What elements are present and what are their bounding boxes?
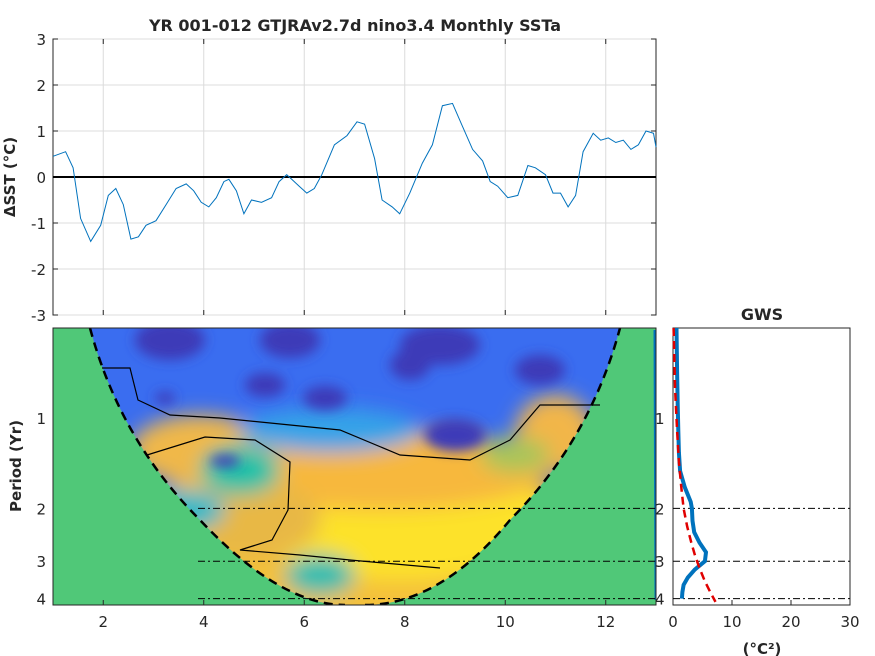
y-tick-label: -1 xyxy=(31,215,46,233)
gws-x-axis-label: (°C²) xyxy=(743,640,782,656)
sst-x-tick-marks xyxy=(102,39,607,315)
x-tick-label: 2 xyxy=(98,613,108,631)
y-tick-label: 2 xyxy=(36,500,46,518)
sst-series-line xyxy=(52,102,657,243)
gws-y-tick-labels: 1 2 3 4 xyxy=(655,410,665,608)
gws-title: GWS xyxy=(741,305,783,324)
wavelet-axes-box xyxy=(52,327,657,606)
gws-x-tick-labels: 0 10 20 30 xyxy=(668,600,860,631)
y-tick-label: 0 xyxy=(36,169,46,187)
y-tick-label: 4 xyxy=(655,591,665,609)
y-tick-label: 1 xyxy=(655,410,665,428)
gws-axes-box xyxy=(672,327,851,606)
sst-y-axis-label: ΔSST (°C) xyxy=(1,137,19,217)
significance-contour xyxy=(146,436,441,569)
y-tick-label: 1 xyxy=(36,123,46,141)
y-tick-label: -3 xyxy=(31,307,46,325)
gws-significance-curve xyxy=(672,327,717,603)
y-tick-label: 4 xyxy=(36,591,46,609)
x-tick-label: 6 xyxy=(299,613,309,631)
y-tick-label: 2 xyxy=(655,500,665,518)
sst-y-tick-labels: -3 -2 -1 0 1 2 3 xyxy=(31,31,656,325)
y-tick-label: 3 xyxy=(36,553,46,571)
x-tick-label: 12 xyxy=(596,613,615,631)
wavelet-y-tick-labels: 1 2 3 4 xyxy=(36,410,46,608)
wavelet-reference-lines xyxy=(198,507,656,600)
wavelet-y-axis-label: Period (Yr) xyxy=(7,420,25,512)
wavelet-x-tick-labels: 2 4 6 8 10 12 xyxy=(98,600,615,631)
y-tick-label: 2 xyxy=(36,77,46,95)
x-tick-label: 10 xyxy=(722,613,741,631)
gws-power-curve xyxy=(674,327,709,599)
significance-contour xyxy=(102,367,600,461)
cone-of-influence xyxy=(88,328,622,605)
chart-title: YR 001-012 GTJRAv2.7d nino3.4 Monthly SS… xyxy=(148,16,561,35)
y-tick-label: 3 xyxy=(655,553,665,571)
x-tick-label: 30 xyxy=(840,613,859,631)
x-tick-label: 10 xyxy=(496,613,515,631)
x-tick-label: 20 xyxy=(781,613,800,631)
x-tick-label: 4 xyxy=(199,613,209,631)
y-tick-label: 3 xyxy=(36,31,46,49)
sst-panel: YR 001-012 GTJRAv2.7d nino3.4 Monthly SS… xyxy=(1,16,657,325)
y-tick-label: -2 xyxy=(31,261,46,279)
y-tick-label: 1 xyxy=(36,410,46,428)
gws-panel: GWS 1 2 3 4 0 10 20 30 (°C²) xyxy=(655,305,860,656)
x-tick-label: 8 xyxy=(400,613,410,631)
x-tick-label: 0 xyxy=(668,613,678,631)
